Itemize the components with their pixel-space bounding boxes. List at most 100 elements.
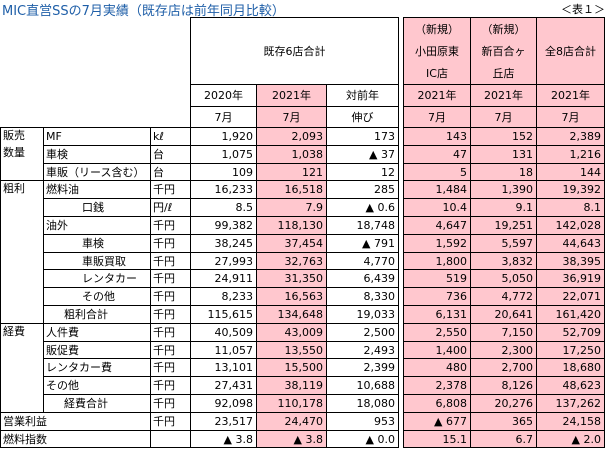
table-cell: 1,920: [190, 127, 257, 146]
header-odawara-line-1: （新規）: [415, 22, 459, 36]
table-cell: 2,700: [470, 358, 537, 377]
table-cell: 115,615: [190, 305, 257, 324]
table-cell: 1,400: [403, 341, 471, 359]
row-unit: 千円: [150, 412, 191, 431]
row-label: 経費合計: [43, 394, 151, 413]
table-cell: 32,763: [256, 252, 327, 270]
table-cell: 152: [470, 127, 537, 146]
table-cell: 8,330: [326, 287, 399, 306]
row-label: 燃料油: [43, 180, 151, 199]
row-label: 粗利合計: [43, 305, 151, 324]
table-cell: 19,033: [326, 305, 399, 324]
table-cell: 13,550: [256, 341, 327, 359]
row-unit: 千円: [150, 376, 191, 395]
group-sales-volume: 販売 数量: [0, 127, 44, 181]
header-odawara-line-2: 小田原東: [415, 44, 459, 58]
group-gross-profit-text-1: 粗利: [3, 182, 25, 195]
table-cell: 5: [403, 163, 471, 181]
table-cell: 6,439: [326, 269, 399, 288]
table-cell: 4,647: [403, 216, 471, 235]
table-cell: 38,245: [190, 234, 257, 253]
table-cell: 7.9: [256, 198, 327, 217]
table-cell: 16,563: [256, 287, 327, 306]
table-cell: 24,911: [190, 269, 257, 288]
table-cell: 3,832: [470, 252, 537, 270]
table-cell: 2,378: [403, 376, 471, 395]
table-cell: 5,597: [470, 234, 537, 253]
table-cell: 7,150: [470, 323, 537, 342]
table-cell: 44,643: [536, 234, 605, 253]
row-unit: 千円: [150, 341, 191, 359]
table-cell: 2,500: [326, 323, 399, 342]
table-cell: ▲ 37: [326, 145, 399, 164]
table-cell: 4,772: [470, 287, 537, 306]
table-number: ＜表１＞: [561, 3, 605, 16]
header-shinyurigaoka-line-2: 新百合ヶ: [481, 44, 526, 58]
row-label: 口銭: [43, 198, 151, 217]
table-cell: 31,350: [256, 269, 327, 288]
table-cell: 6,808: [403, 394, 471, 413]
table-cell: 2,389: [536, 127, 605, 146]
row-label: 車販買取: [43, 252, 151, 270]
table-cell: 118,130: [256, 216, 327, 235]
row-unit: 千円: [150, 394, 191, 413]
row-unit: 千円: [150, 287, 191, 306]
header-month: 7月: [403, 106, 471, 128]
header-month: 7月: [256, 106, 327, 128]
table-cell: 19,251: [470, 216, 537, 235]
row-unit: 千円: [150, 358, 191, 377]
table-cell: 1,484: [403, 180, 471, 199]
table-cell: 9.1: [470, 198, 537, 217]
table-cell: 27,431: [190, 376, 257, 395]
table-cell: 13,101: [190, 358, 257, 377]
table-cell: 109: [190, 163, 257, 181]
row-unit: 千円: [150, 323, 191, 342]
table-cell: 519: [403, 269, 471, 288]
table-cell: 285: [326, 180, 399, 199]
table-cell: 92,098: [190, 394, 257, 413]
table-cell: 2,399: [326, 358, 399, 377]
table-cell: 134,648: [256, 305, 327, 324]
table-cell: 52,709: [536, 323, 605, 342]
header-year: 2021年: [470, 84, 537, 107]
row-label: 油外: [43, 216, 151, 235]
table-cell: 2,300: [470, 341, 537, 359]
table-cell: ▲ 2.0: [536, 430, 605, 448]
header-year: 2020年: [190, 84, 257, 107]
table-cell: 736: [403, 287, 471, 306]
table-cell: 20,641: [470, 305, 537, 324]
table-cell: 480: [403, 358, 471, 377]
row-label: MF: [43, 127, 151, 146]
table-cell: 40,509: [190, 323, 257, 342]
row-label: 人件費: [43, 323, 151, 342]
header-month: 7月: [470, 106, 537, 128]
table-cell: 8.1: [536, 198, 605, 217]
table-cell: 15,500: [256, 358, 327, 377]
table-cell: 365: [470, 412, 537, 431]
row-unit: 千円: [150, 305, 191, 324]
table-cell: 131: [470, 145, 537, 164]
row-label: その他: [43, 287, 151, 306]
row-unit: 千円: [150, 252, 191, 270]
header-year: 2021年: [536, 84, 605, 107]
header-year: 2021年: [256, 84, 327, 107]
header-year: 対前年: [326, 84, 399, 107]
table-cell: 43,009: [256, 323, 327, 342]
header-month: 伸び: [326, 106, 399, 128]
table-cell: 1,390: [470, 180, 537, 199]
table-cell: ▲ 3.8: [256, 430, 327, 448]
table-cell: ▲ 791: [326, 234, 399, 253]
table-cell: 48,623: [536, 376, 605, 395]
table-cell: 1,592: [403, 234, 471, 253]
table-cell: 10.4: [403, 198, 471, 217]
row-unit: 千円: [150, 216, 191, 235]
table-cell: 6,131: [403, 305, 471, 324]
group-expenses-text-1: 経費: [3, 325, 25, 338]
header-existing-total: 既存6店合計: [190, 17, 399, 85]
table-cell: 143: [403, 127, 471, 146]
header-shinyurigaoka: （新規） 新百合ヶ 丘店: [470, 17, 537, 85]
table-cell: 36,919: [536, 269, 605, 288]
table-cell: ▲ 677: [403, 412, 471, 431]
row-unit: kℓ: [150, 127, 191, 146]
